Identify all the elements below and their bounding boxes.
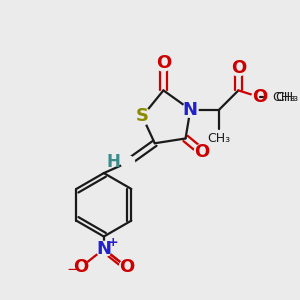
Circle shape — [73, 260, 88, 275]
Text: CH₃: CH₃ — [272, 91, 295, 103]
Text: −: − — [67, 262, 80, 277]
Circle shape — [183, 102, 198, 117]
Text: CH₃: CH₃ — [208, 132, 231, 145]
Circle shape — [194, 144, 210, 160]
Circle shape — [121, 156, 135, 169]
Circle shape — [252, 89, 267, 105]
Text: H: H — [106, 154, 120, 172]
Text: S: S — [136, 107, 149, 125]
Circle shape — [231, 61, 246, 76]
Text: N: N — [183, 100, 198, 118]
Text: +: + — [107, 236, 118, 249]
Text: O: O — [119, 258, 134, 276]
Text: O: O — [252, 88, 267, 106]
Text: CH₃: CH₃ — [275, 91, 298, 103]
Text: N: N — [96, 240, 111, 258]
Circle shape — [134, 108, 151, 125]
Circle shape — [156, 56, 171, 71]
Text: O: O — [156, 55, 171, 73]
Text: O: O — [231, 59, 246, 77]
Text: O: O — [194, 143, 209, 161]
Circle shape — [96, 241, 112, 257]
Text: O: O — [73, 258, 88, 276]
Circle shape — [119, 260, 135, 275]
